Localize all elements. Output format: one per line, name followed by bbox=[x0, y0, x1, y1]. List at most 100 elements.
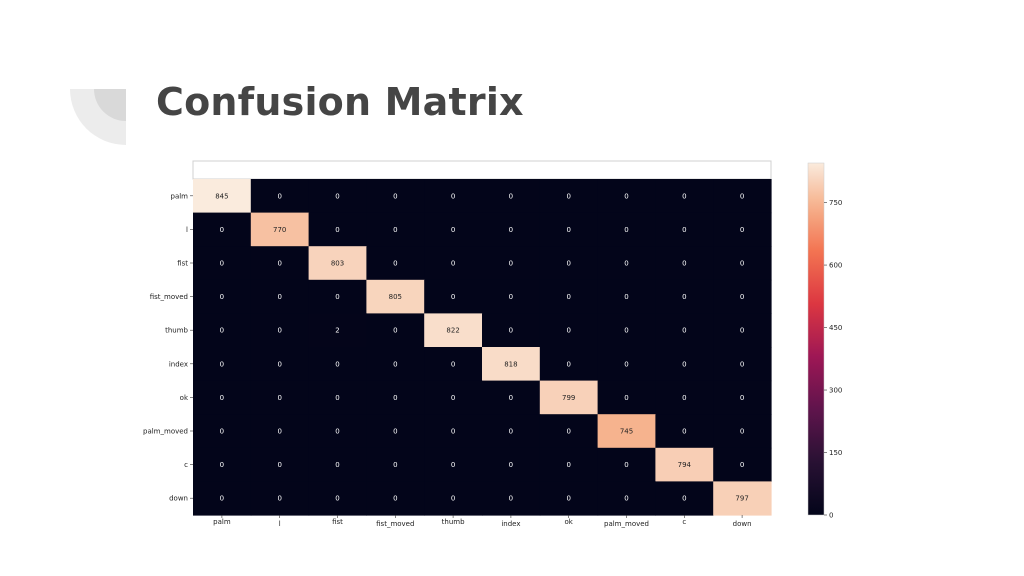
cell-value-label: 0 bbox=[220, 327, 224, 335]
x-tick-label: l bbox=[279, 520, 281, 528]
x-tick-label: index bbox=[501, 520, 520, 528]
cell-value-label: 0 bbox=[220, 226, 224, 234]
cell-value-label: 0 bbox=[740, 226, 744, 234]
cell-value-label: 794 bbox=[678, 461, 692, 469]
x-tick-label: down bbox=[733, 520, 752, 528]
x-tick-label: palm bbox=[213, 518, 231, 526]
cell-value-label: 0 bbox=[682, 226, 686, 234]
cell-value-label: 0 bbox=[277, 260, 281, 268]
cell-value-label: 0 bbox=[682, 327, 686, 335]
cell-value-label: 0 bbox=[509, 461, 513, 469]
cell-value-label: 0 bbox=[740, 327, 744, 335]
colorbar-tick-label: 150 bbox=[829, 449, 842, 457]
cell-value-label: 0 bbox=[740, 260, 744, 268]
cell-value-label: 0 bbox=[451, 394, 455, 402]
cell-value-label: 0 bbox=[220, 461, 224, 469]
cell-value-label: 0 bbox=[509, 192, 513, 200]
cell-value-label: 0 bbox=[220, 293, 224, 301]
cell-value-label: 0 bbox=[624, 192, 628, 200]
cell-value-label: 805 bbox=[389, 293, 402, 301]
colorbar-tick-label: 600 bbox=[829, 262, 842, 270]
cell-value-label: 0 bbox=[277, 360, 281, 368]
cell-value-label: 0 bbox=[277, 192, 281, 200]
cell-value-label: 0 bbox=[277, 394, 281, 402]
x-tick-label: fist bbox=[332, 518, 343, 526]
cell-value-label: 0 bbox=[624, 360, 628, 368]
cell-value-label: 0 bbox=[682, 260, 686, 268]
cell-value-label: 845 bbox=[215, 192, 228, 200]
cell-value-label: 0 bbox=[451, 461, 455, 469]
cell-value-label: 0 bbox=[624, 495, 628, 503]
cell-value-label: 0 bbox=[509, 226, 513, 234]
cell-value-label: 0 bbox=[509, 428, 513, 436]
cell-value-label: 0 bbox=[393, 360, 397, 368]
cell-value-label: 0 bbox=[682, 192, 686, 200]
cell-value-label: 0 bbox=[220, 260, 224, 268]
cell-value-label: 0 bbox=[451, 428, 455, 436]
cell-value-label: 0 bbox=[393, 327, 397, 335]
cell-value-label: 0 bbox=[740, 360, 744, 368]
cell-value-label: 0 bbox=[740, 428, 744, 436]
cell-value-label: 0 bbox=[566, 226, 570, 234]
cell-value-label: 803 bbox=[331, 260, 344, 268]
y-tick-label: down bbox=[169, 495, 188, 503]
colorbar bbox=[808, 163, 824, 515]
y-tick-label: fist bbox=[177, 260, 188, 268]
cell-value-label: 0 bbox=[509, 293, 513, 301]
cell-value-label: 0 bbox=[393, 495, 397, 503]
cell-value-label: 0 bbox=[740, 394, 744, 402]
cell-value-label: 0 bbox=[566, 327, 570, 335]
cell-value-label: 0 bbox=[220, 394, 224, 402]
cell-value-label: 0 bbox=[451, 192, 455, 200]
cell-value-label: 0 bbox=[393, 428, 397, 436]
cell-value-label: 0 bbox=[566, 192, 570, 200]
cell-value-label: 0 bbox=[393, 192, 397, 200]
colorbar-tick-label: 750 bbox=[829, 199, 842, 207]
cell-value-label: 0 bbox=[566, 293, 570, 301]
cell-value-label: 0 bbox=[624, 327, 628, 335]
cell-value-label: 0 bbox=[624, 394, 628, 402]
cell-value-label: 0 bbox=[335, 226, 339, 234]
cell-value-label: 0 bbox=[566, 461, 570, 469]
cell-value-label: 0 bbox=[624, 260, 628, 268]
cell-value-label: 0 bbox=[566, 495, 570, 503]
cell-value-label: 0 bbox=[566, 428, 570, 436]
y-tick-label: fist_moved bbox=[150, 293, 188, 301]
cell-value-label: 0 bbox=[566, 360, 570, 368]
cell-value-label: 0 bbox=[335, 360, 339, 368]
cell-value-label: 0 bbox=[277, 327, 281, 335]
cell-value-label: 799 bbox=[562, 394, 575, 402]
plot-frame-top bbox=[193, 161, 771, 179]
y-tick-label: l bbox=[186, 226, 188, 234]
cell-value-label: 0 bbox=[509, 260, 513, 268]
x-tick-label: palm_moved bbox=[604, 520, 649, 528]
y-tick-label: c bbox=[184, 461, 188, 469]
cell-value-label: 770 bbox=[273, 226, 286, 234]
cell-value-label: 0 bbox=[451, 226, 455, 234]
y-tick-label: palm bbox=[171, 192, 189, 200]
y-tick-label: thumb bbox=[165, 327, 188, 335]
cell-value-label: 0 bbox=[740, 461, 744, 469]
cell-value-label: 0 bbox=[277, 461, 281, 469]
cell-value-label: 0 bbox=[682, 360, 686, 368]
cell-value-label: 0 bbox=[740, 293, 744, 301]
x-tick-label: ok bbox=[565, 518, 574, 526]
cell-value-label: 0 bbox=[335, 293, 339, 301]
cell-value-label: 0 bbox=[393, 394, 397, 402]
cell-value-label: 0 bbox=[393, 461, 397, 469]
cell-value-label: 0 bbox=[220, 360, 224, 368]
x-tick-label: c bbox=[682, 518, 686, 526]
y-tick-label: ok bbox=[180, 394, 189, 402]
cell-value-label: 0 bbox=[451, 495, 455, 503]
x-tick-label: thumb bbox=[442, 518, 465, 526]
cell-value-label: 0 bbox=[451, 260, 455, 268]
cell-value-label: 0 bbox=[624, 461, 628, 469]
cell-value-label: 0 bbox=[277, 495, 281, 503]
cell-value-label: 797 bbox=[735, 495, 748, 503]
cell-value-label: 0 bbox=[393, 226, 397, 234]
cell-value-label: 0 bbox=[509, 495, 513, 503]
cell-value-label: 0 bbox=[451, 293, 455, 301]
cell-value-label: 0 bbox=[335, 394, 339, 402]
cell-value-label: 0 bbox=[566, 260, 570, 268]
